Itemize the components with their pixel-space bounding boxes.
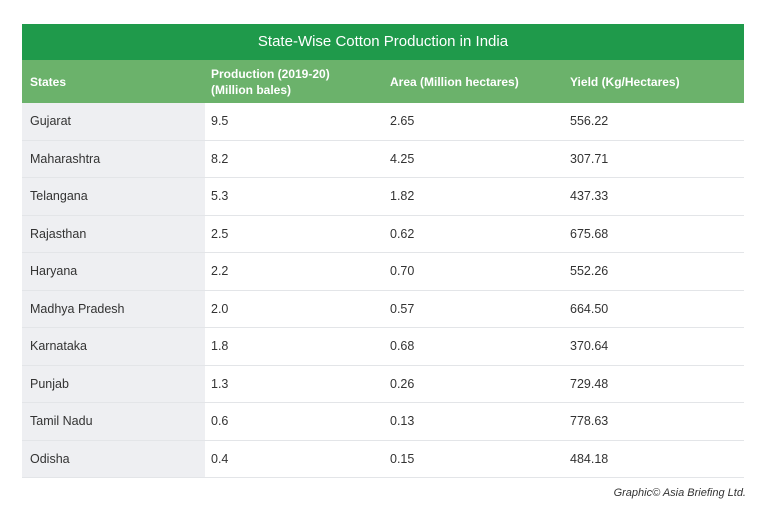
value-cell: 778.63 bbox=[570, 414, 609, 429]
value-cell: 675.68 bbox=[570, 226, 609, 241]
value-cell: 0.57 bbox=[390, 301, 415, 316]
value-cell: 0.6 bbox=[211, 414, 229, 429]
table-row: Karnataka 1.8 0.68 370.64 bbox=[22, 328, 744, 366]
value-cell: 729.48 bbox=[570, 376, 609, 391]
state-cell: Odisha bbox=[30, 451, 70, 466]
state-cell: Gujarat bbox=[30, 114, 71, 129]
header-cell: States bbox=[30, 74, 67, 89]
value-cell: 437.33 bbox=[570, 189, 609, 204]
table-row: Gujarat 9.5 2.65 556.22 bbox=[22, 103, 744, 141]
value-cell: 9.5 bbox=[211, 114, 229, 129]
table-row: Maharashtra 8.2 4.25 307.71 bbox=[22, 140, 744, 178]
table-title: State-Wise Cotton Production in India bbox=[22, 24, 744, 60]
value-cell: 2.5 bbox=[211, 226, 229, 241]
value-cell: 664.50 bbox=[570, 301, 609, 316]
table-row: Punjab 1.3 0.26 729.48 bbox=[22, 365, 744, 403]
state-cell: Madhya Pradesh bbox=[30, 301, 125, 316]
first-column-bg bbox=[22, 215, 205, 252]
state-cell: Haryana bbox=[30, 264, 78, 279]
credit: Graphic© Asia Briefing Ltd. bbox=[613, 487, 746, 499]
value-cell: 0.62 bbox=[390, 226, 415, 241]
first-column-bg bbox=[22, 365, 205, 402]
value-cell: 0.26 bbox=[390, 376, 415, 391]
table-body: Gujarat 9.5 2.65 556.22 Maharashtra 8.2 4.25 30… bbox=[22, 103, 744, 478]
first-column-bg bbox=[22, 140, 205, 177]
table-row: Haryana 2.2 0.70 552.26 bbox=[22, 253, 744, 291]
value-cell: 0.13 bbox=[390, 414, 415, 429]
table-row: Telangana 5.3 1.82 437.33 bbox=[22, 178, 744, 216]
value-cell: 556.22 bbox=[570, 114, 609, 129]
value-cell: 0.15 bbox=[390, 451, 415, 466]
value-cell: 8.2 bbox=[211, 151, 229, 166]
value-cell: 2.0 bbox=[211, 301, 229, 316]
value-cell: 4.25 bbox=[390, 151, 415, 166]
value-cell: 0.4 bbox=[211, 451, 229, 466]
value-cell: 2.2 bbox=[211, 264, 229, 279]
first-column-bg bbox=[22, 328, 205, 365]
first-column-bg bbox=[22, 440, 205, 477]
first-column-bg bbox=[22, 403, 205, 440]
table-row: Tamil Nadu 0.6 0.13 778.63 bbox=[22, 403, 744, 441]
first-column-bg bbox=[22, 178, 205, 215]
table-row: Odisha 0.4 0.15 484.18 bbox=[22, 440, 744, 478]
value-cell: 370.64 bbox=[570, 339, 609, 354]
value-cell: 1.82 bbox=[390, 189, 415, 204]
state-cell: Rajasthan bbox=[30, 226, 87, 241]
first-column-bg bbox=[22, 103, 205, 140]
state-cell: Karnataka bbox=[30, 339, 87, 354]
state-cell: Telangana bbox=[30, 189, 88, 204]
state-cell: Punjab bbox=[30, 376, 69, 391]
table: State-Wise Cotton Production in India St… bbox=[22, 24, 744, 478]
value-cell: 0.70 bbox=[390, 264, 415, 279]
header-cell: Production (2019-20) (Million bales) bbox=[211, 66, 330, 97]
value-cell: 5.3 bbox=[211, 189, 229, 204]
table-row: Rajasthan 2.5 0.62 675.68 bbox=[22, 215, 744, 253]
value-cell: 1.3 bbox=[211, 376, 229, 391]
value-cell: 484.18 bbox=[570, 451, 609, 466]
first-column-bg bbox=[22, 253, 205, 290]
state-cell: Maharashtra bbox=[30, 151, 101, 166]
value-cell: 1.8 bbox=[211, 339, 229, 354]
first-column-bg bbox=[22, 290, 205, 327]
header-cell: Yield (Kg/Hectares) bbox=[570, 74, 680, 89]
value-cell: 307.71 bbox=[570, 151, 609, 166]
value-cell: 552.26 bbox=[570, 264, 609, 279]
value-cell: 2.65 bbox=[390, 114, 415, 129]
state-cell: Tamil Nadu bbox=[30, 414, 93, 429]
table-row: Madhya Pradesh 2.0 0.57 664.50 bbox=[22, 290, 744, 328]
header-row: States Production (2019-20) (Million bale… bbox=[22, 60, 744, 103]
value-cell: 0.68 bbox=[390, 339, 415, 354]
header-cell: Area (Million hectares) bbox=[390, 74, 519, 89]
